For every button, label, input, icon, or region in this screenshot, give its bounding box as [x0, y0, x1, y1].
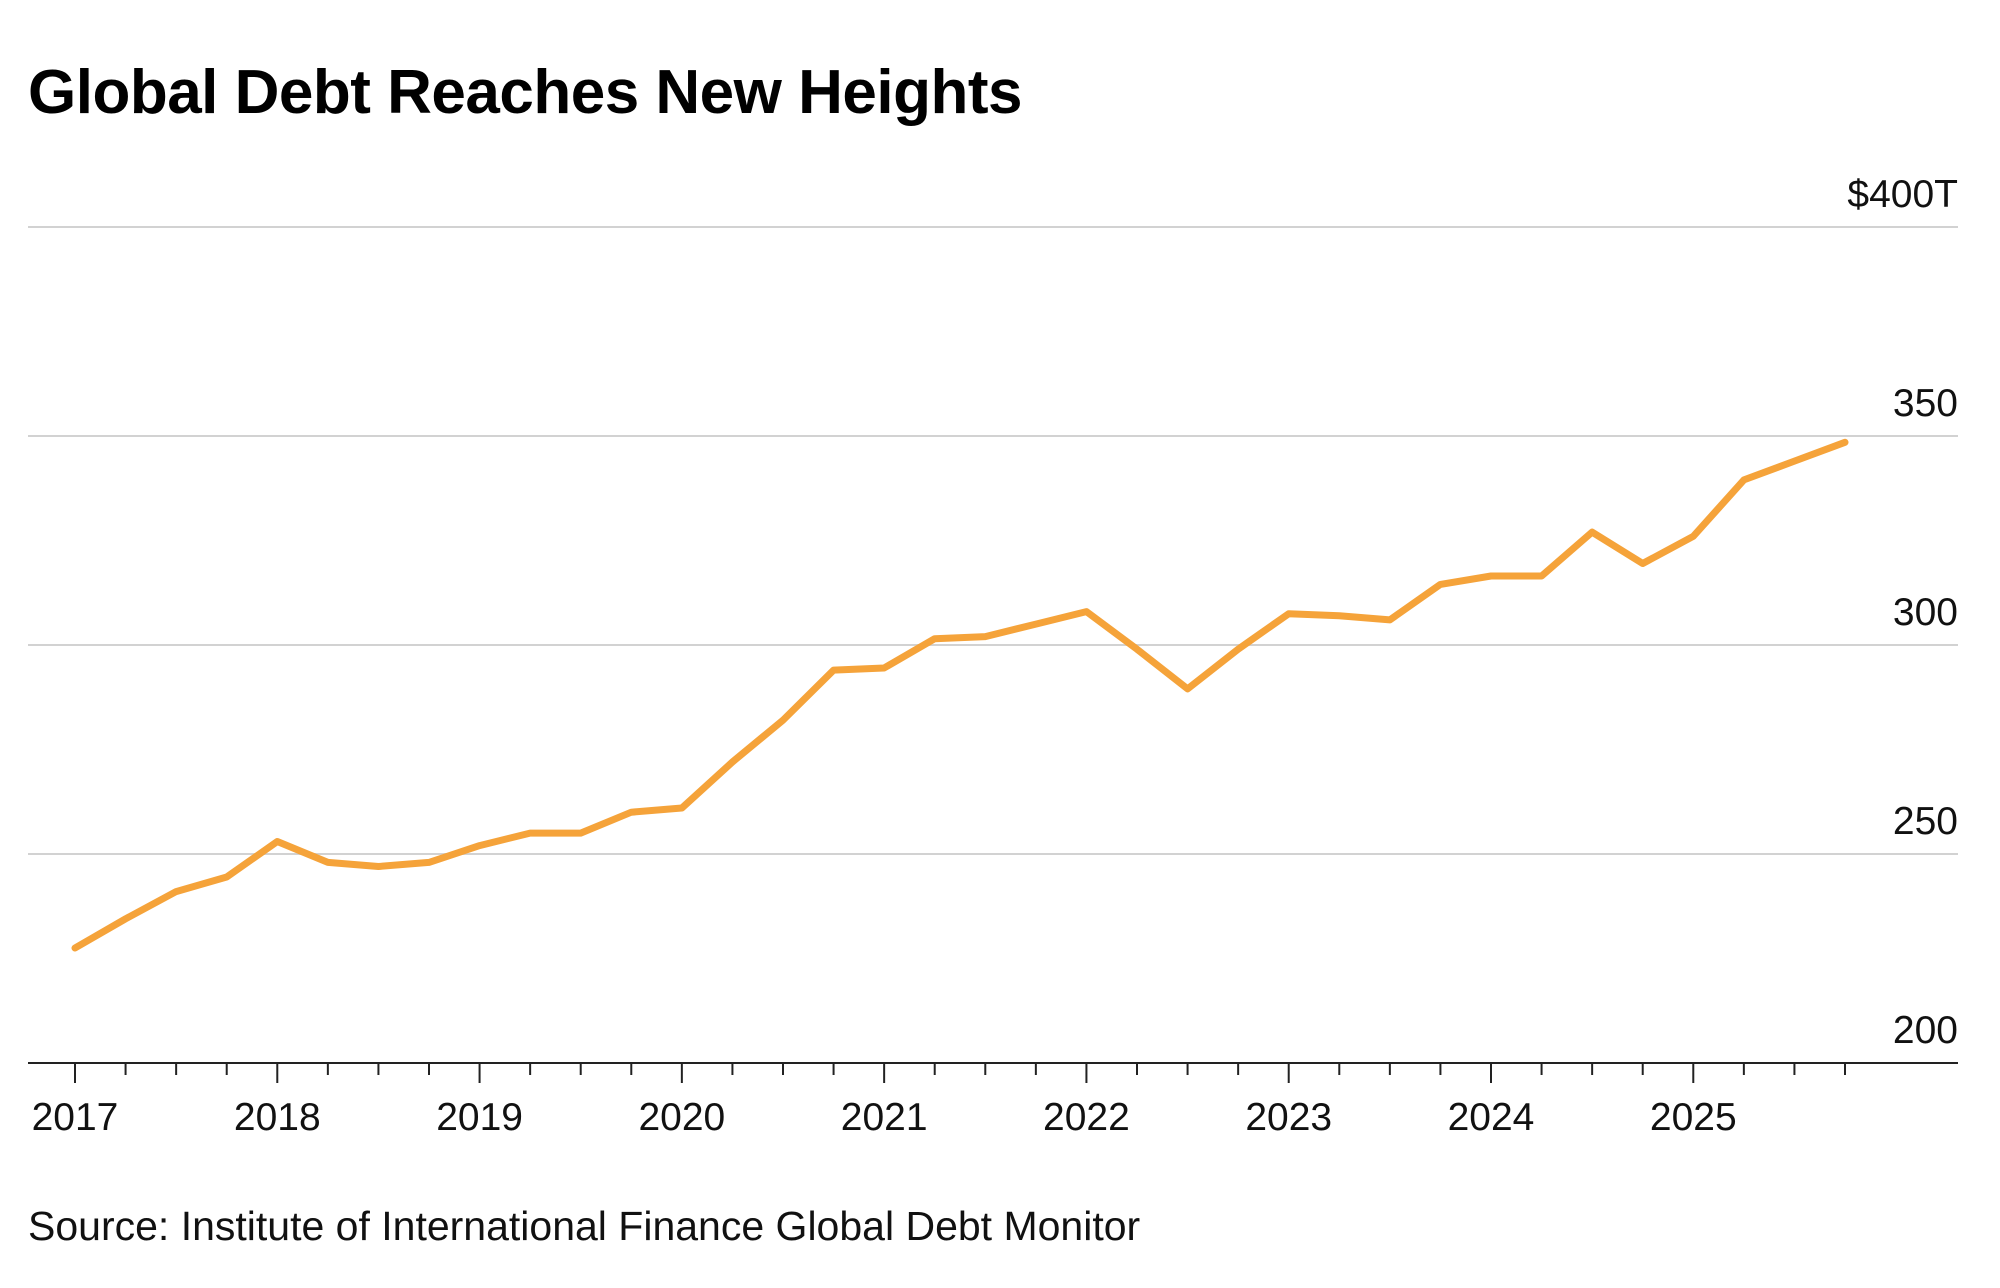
y-tick-label-350: 350 [1893, 382, 1958, 425]
x-tick-label-2025: 2025 [1650, 1096, 1737, 1139]
x-tick-label-2020: 2020 [638, 1096, 725, 1139]
x-tick-label-2017: 2017 [32, 1096, 119, 1139]
x-tick-label-2018: 2018 [234, 1096, 321, 1139]
y-tick-label-400: $400T [1847, 173, 1958, 216]
y-tick-label-200: 200 [1893, 1009, 1958, 1052]
x-tick-label-2023: 2023 [1245, 1096, 1332, 1139]
source-note: Source: Institute of International Finan… [28, 1203, 1141, 1249]
chart-title: Global Debt Reaches New Heights [28, 58, 1022, 127]
y-tick-label-300: 300 [1893, 591, 1958, 634]
y-axis-tick-labels: $400T 350 300 250 200 [1847, 173, 1958, 1052]
y-tick-label-250: 250 [1893, 800, 1958, 843]
x-axis: 2017 2018 2019 2020 2021 2022 2023 2024 2025 [32, 1063, 1846, 1139]
x-tick-label-2024: 2024 [1448, 1096, 1535, 1139]
series-line-global-debt [71, 438, 1849, 952]
x-tick-label-2022: 2022 [1043, 1096, 1130, 1139]
series-layer [71, 438, 1849, 952]
gridlines [28, 226, 1958, 1064]
x-tick-label-2021: 2021 [841, 1096, 928, 1139]
x-tick-label-2019: 2019 [436, 1096, 523, 1139]
